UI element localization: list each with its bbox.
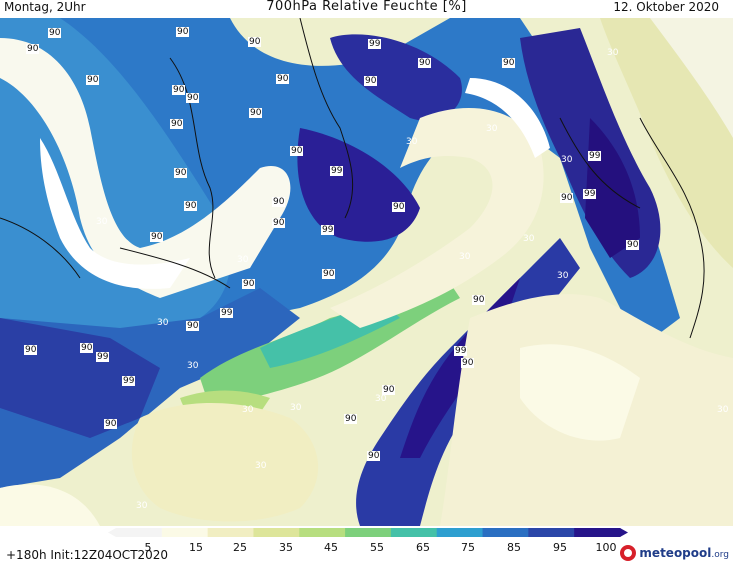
colorbar-swatch — [345, 528, 392, 537]
map-title: 700hPa Relative Feuchte [%] — [266, 0, 467, 14]
contour-label: 90 — [626, 240, 640, 250]
contour-label: 90 — [174, 168, 188, 178]
contour-label: 99 — [368, 39, 382, 49]
contour-label: 30 — [557, 271, 569, 281]
colorbar-low-arrow — [108, 528, 116, 537]
contour-label: 90 — [560, 193, 574, 203]
logo-name: meteopool — [639, 546, 712, 560]
colorbar-swatch — [390, 528, 438, 537]
contour-label: 30 — [157, 318, 169, 328]
contour-label: 90 — [184, 201, 198, 211]
chart-header: Montag, 2Uhr 700hPa Relative Feuchte [%]… — [0, 0, 733, 18]
contour-label: 90 — [322, 269, 336, 279]
colorbar-swatch — [253, 528, 300, 537]
contour-label: 30 — [717, 405, 729, 415]
contour-label: 30 — [406, 137, 418, 147]
colorbar-tick-label: 45 — [324, 541, 338, 554]
colorbar-tick-label: 65 — [416, 541, 430, 554]
colorbar-tick-label: 25 — [233, 541, 247, 554]
colorbar-tick-label: 35 — [279, 541, 293, 554]
contour-label: 30 — [290, 403, 302, 413]
contour-label: 90 — [86, 75, 100, 85]
contour-label: 90 — [461, 358, 475, 368]
valid-date: 12. Oktober 2020 — [613, 0, 719, 14]
contour-label: 90 — [104, 419, 118, 429]
contour-label: 90 — [242, 279, 256, 289]
contour-label: 90 — [392, 202, 406, 212]
colorbar-swatch — [528, 528, 575, 537]
contour-label: 30 — [96, 217, 108, 227]
contour-label: 90 — [24, 345, 38, 355]
colorbar-swatch — [574, 528, 621, 537]
contour-label: 30 — [523, 234, 535, 244]
contour-label: 30 — [486, 124, 498, 134]
contour-label: 30 — [136, 501, 148, 511]
contour-label: 99 — [583, 189, 597, 199]
colorbar — [108, 528, 628, 537]
colorbar-tick-label: 100 — [595, 541, 617, 554]
colorbar-high-arrow — [620, 528, 628, 537]
contour-label: 99 — [220, 308, 234, 318]
colorbar-tick-label: 75 — [461, 541, 475, 554]
contour-label: 90 — [170, 119, 184, 129]
colorbar-swatch — [482, 528, 529, 537]
humidity-map: 90 90 90 90 90 90 90 90 99 90 90 90 90 9… — [0, 18, 733, 526]
chart-footer: 5 15 25 35 45 55 65 75 85 95 100 +180h Init:12Z04O… — [0, 526, 733, 566]
colorbar-tick-label: 55 — [370, 541, 384, 554]
contour-label: 90 — [272, 197, 286, 207]
forecast-init: +180h Init:12Z04OCT2020 — [6, 548, 169, 562]
contour-label: 90 — [26, 44, 40, 54]
colorbar-tick-label: 5 — [144, 541, 152, 554]
contour-label: 99 — [321, 225, 335, 235]
logo-tld: .org — [711, 550, 729, 560]
contour-label: 90 — [418, 58, 432, 68]
contour-label: 30 — [607, 48, 619, 58]
colorbar-swatch — [436, 528, 484, 537]
colorbar-swatch — [207, 528, 254, 537]
contour-label: 90 — [364, 76, 378, 86]
contour-label: 90 — [276, 74, 290, 84]
contour-label: 90 — [249, 108, 263, 118]
contour-label: 30 — [237, 255, 249, 265]
contour-label: 90 — [344, 414, 358, 424]
contour-label: 30 — [561, 155, 573, 165]
contour-label: 90 — [472, 295, 486, 305]
contour-label: 30 — [459, 252, 471, 262]
colorbar-swatch — [116, 528, 163, 537]
colorbar-swatch — [299, 528, 346, 537]
contour-label: 99 — [454, 346, 468, 356]
meteopool-logo[interactable]: meteopool.org — [620, 544, 729, 562]
contour-label: 90 — [248, 37, 262, 47]
contour-label: 90 — [186, 321, 200, 331]
contour-label: 30 — [242, 405, 254, 415]
contour-label: 90 — [186, 93, 200, 103]
contour-label: 90 — [80, 343, 94, 353]
contour-label: 30 — [187, 361, 199, 371]
contour-label: 99 — [588, 151, 602, 161]
humidity-field — [0, 18, 733, 526]
contour-label: 99 — [96, 352, 110, 362]
contour-label: 99 — [330, 166, 344, 176]
contour-label: 30 — [375, 394, 387, 404]
contour-label: 90 — [272, 218, 286, 228]
colorbar-tick-label: 95 — [553, 541, 567, 554]
contour-label: 90 — [176, 27, 190, 37]
meteopool-logo-icon — [620, 545, 637, 561]
colorbar-swatch — [161, 528, 209, 537]
contour-label: 90 — [367, 451, 381, 461]
contour-label: 90 — [382, 385, 396, 395]
contour-label: 30 — [255, 461, 267, 471]
colorbar-tick-label: 85 — [507, 541, 521, 554]
contour-label: 99 — [122, 376, 136, 386]
valid-day-time: Montag, 2Uhr — [4, 0, 86, 14]
contour-label: 90 — [290, 146, 304, 156]
contour-label: 90 — [48, 28, 62, 38]
contour-label: 90 — [172, 85, 186, 95]
colorbar-tick-label: 15 — [189, 541, 203, 554]
contour-label: 90 — [150, 232, 164, 242]
contour-label: 90 — [502, 58, 516, 68]
